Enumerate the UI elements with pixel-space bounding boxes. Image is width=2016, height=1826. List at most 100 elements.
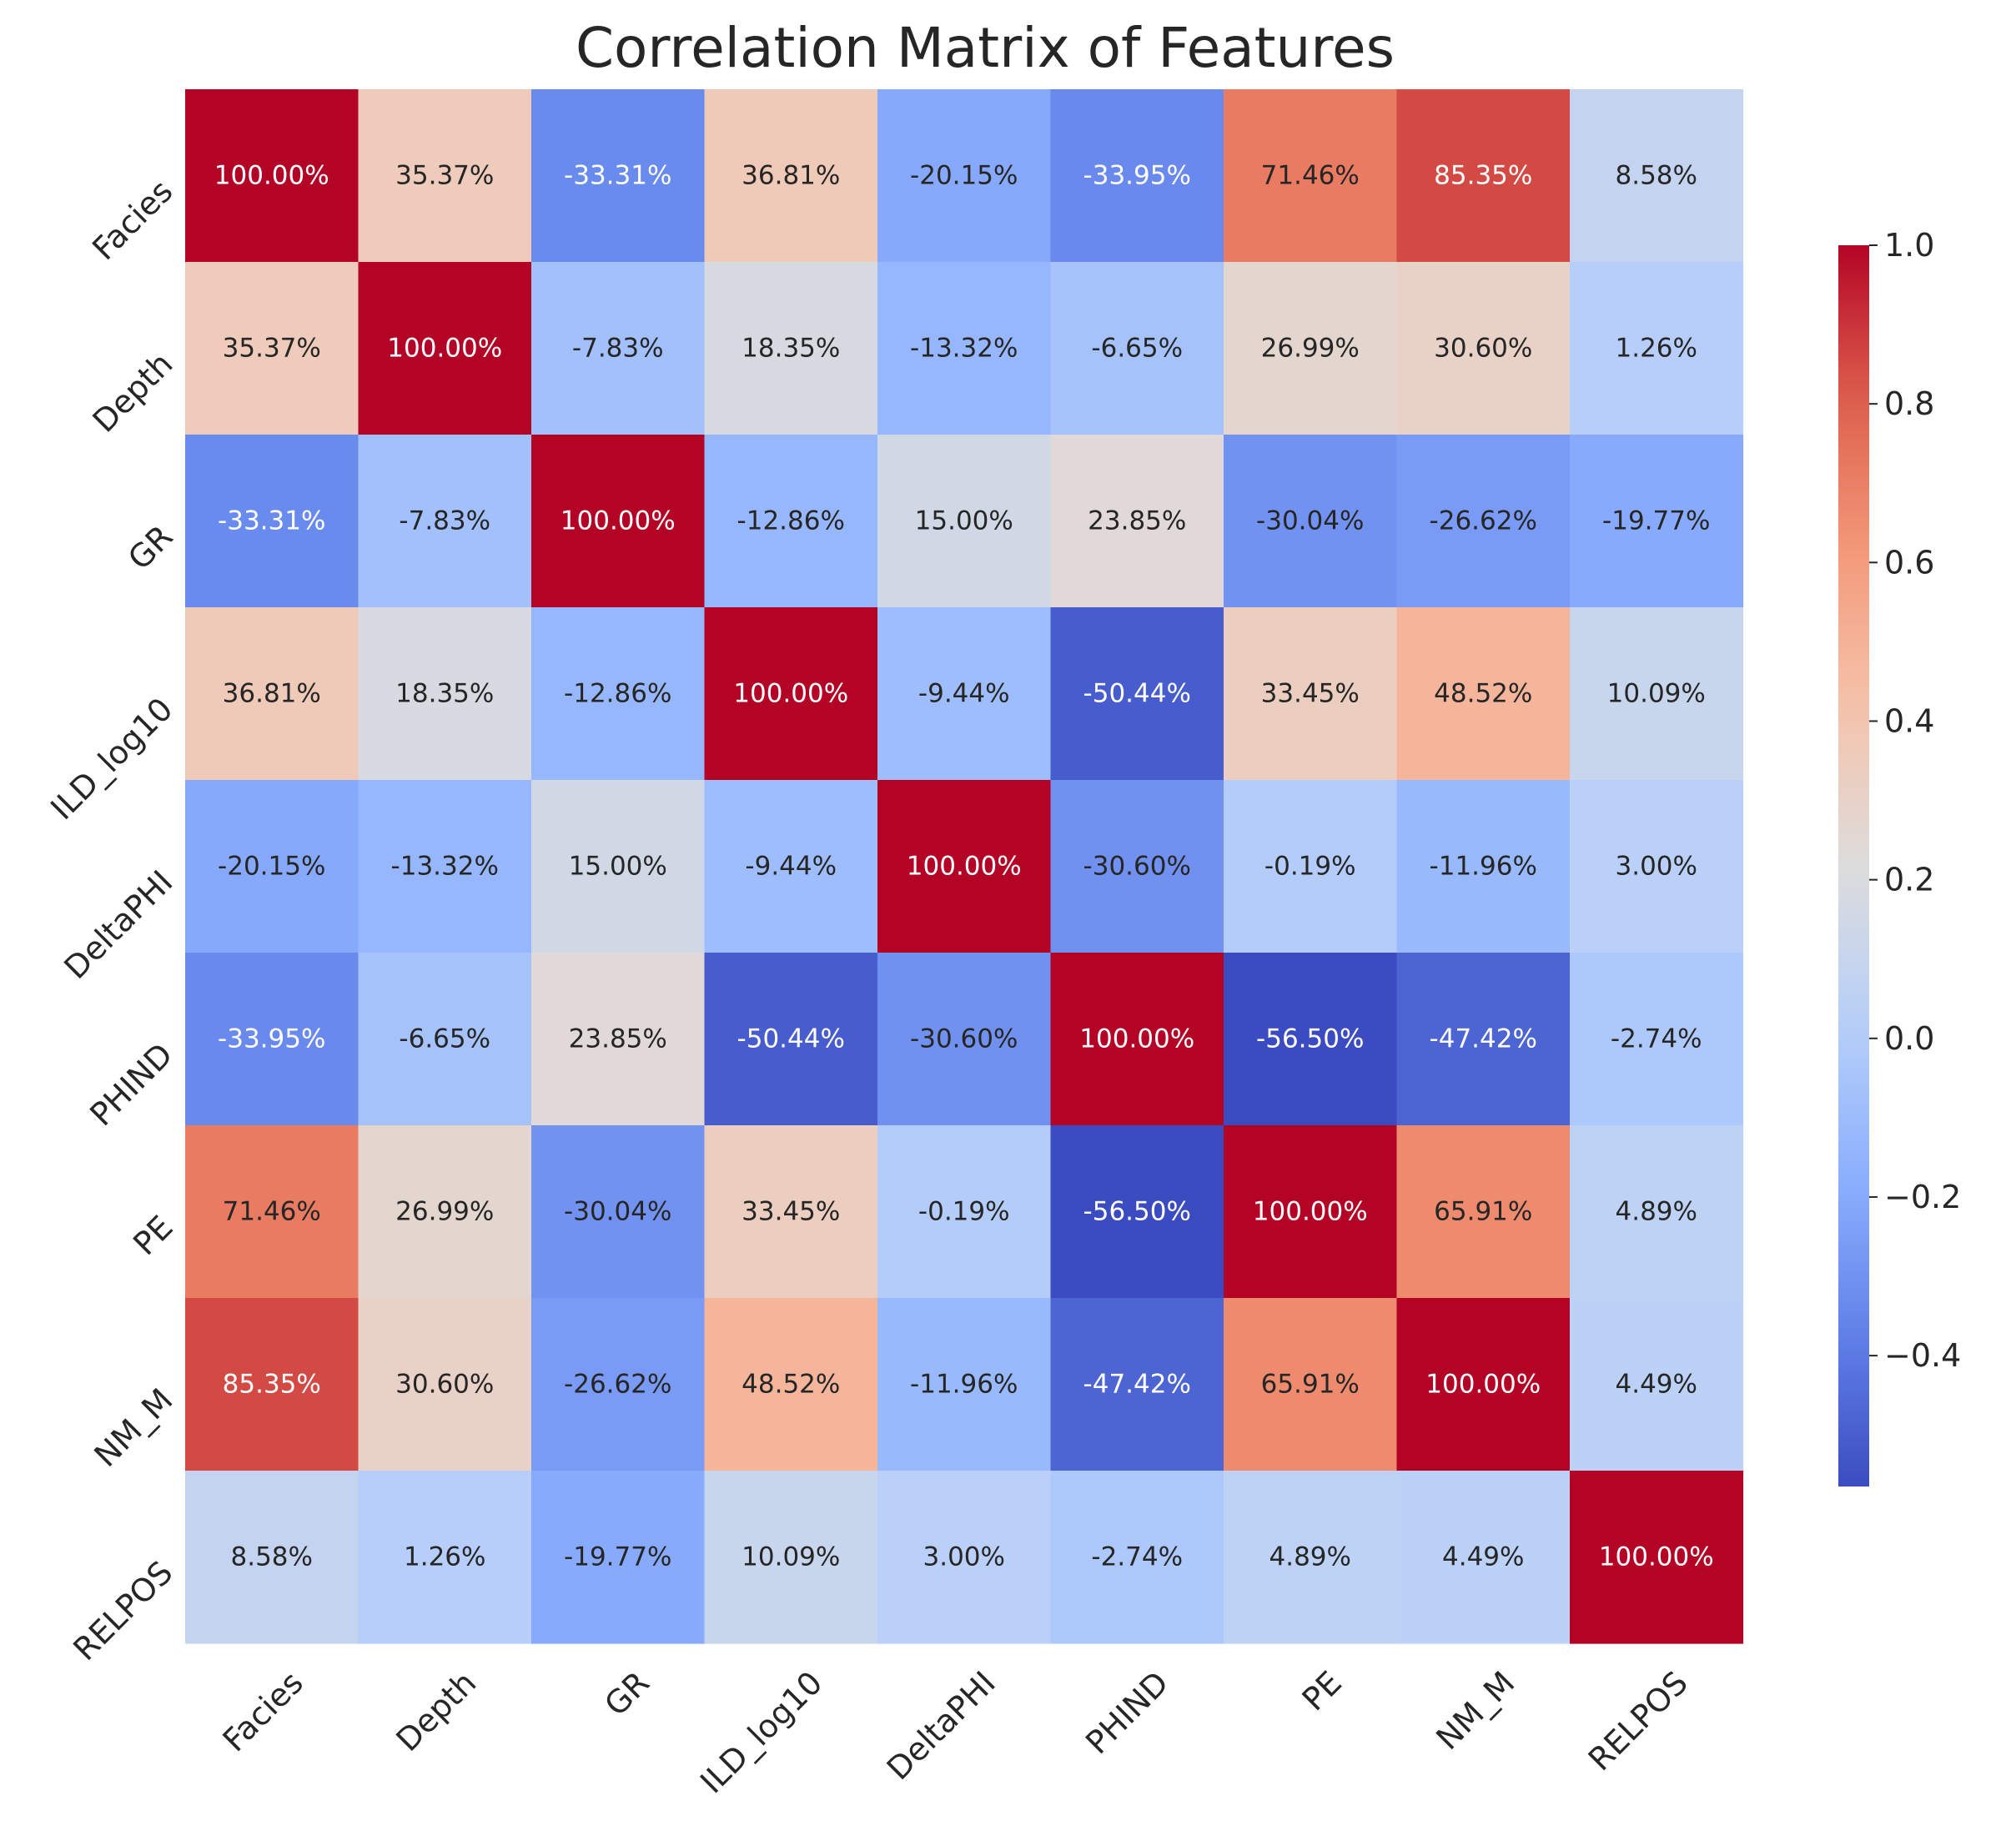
heatmap-cell — [531, 1471, 706, 1644]
x-tick-label: Depth — [389, 1664, 483, 1758]
y-tick-label: RELPOS — [66, 1554, 179, 1668]
heatmap-cell-value: -33.95% — [218, 1024, 325, 1054]
y-tick-label: DeltaPHI — [57, 863, 179, 986]
heatmap-cell-value: 3.00% — [923, 1542, 1005, 1572]
heatmap-cell — [185, 89, 359, 263]
heatmap-cell — [1396, 1471, 1571, 1644]
heatmap-cell-value: 10.09% — [1607, 679, 1706, 709]
heatmap-cell-value: 8.58% — [231, 1542, 313, 1572]
heatmap-cell — [1570, 1125, 1744, 1299]
heatmap-cell-value: 10.09% — [742, 1542, 840, 1572]
heatmap-cell-value: -2.74% — [1611, 1024, 1702, 1054]
heatmap-cell — [1396, 89, 1571, 263]
heatmap-cell-value: -30.04% — [1256, 506, 1364, 536]
heatmap-cell-value: 26.99% — [1261, 334, 1360, 364]
colorbar-tick-label: 1.0 — [1884, 227, 1934, 264]
x-tick-label: ILD_log10 — [693, 1664, 829, 1800]
heatmap-cell — [1570, 607, 1744, 781]
heatmap-cell — [1570, 89, 1744, 263]
heatmap-cell-value: -30.04% — [564, 1197, 671, 1227]
heatmap-cell — [877, 1125, 1052, 1299]
heatmap-cell — [1224, 1125, 1398, 1299]
heatmap-cell — [877, 953, 1052, 1126]
heatmap-cell — [531, 607, 706, 781]
y-tick-label: ILD_log10 — [43, 691, 179, 827]
heatmap-cell-value: 33.45% — [1261, 679, 1360, 709]
y-tick-label: PE — [126, 1209, 179, 1262]
heatmap-cell-value: -7.83% — [572, 334, 664, 364]
heatmap-cell-value: 15.00% — [915, 506, 1013, 536]
heatmap-cell — [531, 89, 706, 263]
heatmap-cell-value: 100.00% — [1425, 1370, 1541, 1400]
heatmap-cell-value: 18.35% — [395, 679, 494, 709]
colorbar-tick-label: −0.4 — [1884, 1337, 1961, 1374]
heatmap-cell — [185, 953, 359, 1126]
heatmap-cell-labels: 100.00% 35.37% -33.31% 36.81% -20.15% -33.95%… — [214, 161, 1714, 1572]
heatmap-cell — [185, 607, 359, 781]
colorbar-tick-label: 0.8 — [1884, 385, 1934, 422]
heatmap-cell-value: -33.31% — [564, 161, 671, 191]
heatmap-cell — [1050, 262, 1224, 435]
heatmap-cell — [358, 262, 532, 435]
heatmap-cell-value: 100.00% — [561, 506, 676, 536]
heatmap-cell-value: 71.46% — [1261, 161, 1360, 191]
heatmap-cell-value: 4.49% — [1616, 1370, 1697, 1400]
heatmap-cell — [1050, 1298, 1224, 1471]
heatmap-cell — [704, 953, 878, 1126]
heatmap-cell-value: 71.46% — [223, 1197, 321, 1227]
heatmap-cell — [185, 435, 359, 608]
heatmap-cell — [358, 89, 532, 263]
heatmap-cell — [1050, 1471, 1224, 1644]
heatmap-cell-value: -9.44% — [918, 679, 1010, 709]
heatmap-cell — [1570, 1471, 1744, 1644]
heatmap-cell — [1224, 89, 1398, 263]
heatmap-cell-value: 4.49% — [1442, 1542, 1524, 1572]
colorbar-tick-label: −0.2 — [1884, 1179, 1961, 1215]
heatmap-cell — [185, 262, 359, 435]
heatmap-cell — [358, 1471, 532, 1644]
heatmap-cell-value: 1.26% — [1616, 334, 1697, 364]
heatmap-cell — [531, 1125, 706, 1299]
heatmap-cell-value: -26.62% — [1430, 506, 1537, 536]
heatmap-cell-value: -47.42% — [1083, 1370, 1191, 1400]
heatmap-cell-value: -12.86% — [737, 506, 845, 536]
heatmap-cell-value: -2.74% — [1091, 1542, 1183, 1572]
heatmap-cell-value: -19.77% — [1602, 506, 1710, 536]
heatmap-cell-value: 100.00% — [1599, 1542, 1714, 1572]
heatmap-cell — [1570, 1298, 1744, 1471]
heatmap-cell-value: 35.37% — [395, 161, 494, 191]
heatmap-cell — [531, 780, 706, 953]
heatmap-cell — [704, 435, 878, 608]
y-tick-label: PHIND — [83, 1036, 179, 1133]
heatmap-cell — [1050, 435, 1224, 608]
heatmap-cell — [531, 262, 706, 435]
heatmap-cell-value: 33.45% — [742, 1197, 840, 1227]
heatmap-cell — [185, 780, 359, 953]
heatmap-cell — [1224, 262, 1398, 435]
heatmap-cell — [531, 953, 706, 1126]
heatmap-cell-value: -9.44% — [745, 852, 837, 882]
heatmap-cell — [704, 780, 878, 953]
heatmap-cell — [358, 780, 532, 953]
heatmap-cell-value: -50.44% — [1083, 679, 1191, 709]
x-tick-label: GR — [597, 1664, 656, 1723]
heatmap-cell-value: -20.15% — [218, 852, 325, 882]
heatmap-cell-value: 65.91% — [1434, 1197, 1532, 1227]
heatmap-cell — [1224, 780, 1398, 953]
heatmap-cell-value: 36.81% — [223, 679, 321, 709]
x-tick-label: DeltaPHI — [880, 1664, 1003, 1787]
heatmap-cell — [1570, 435, 1744, 608]
heatmap-cell-value: -13.32% — [910, 334, 1018, 364]
heatmap-cell — [877, 435, 1052, 608]
heatmap-cells — [185, 89, 1744, 1644]
heatmap-cell — [1224, 1298, 1398, 1471]
heatmap-cell-value: -56.50% — [1256, 1024, 1364, 1054]
heatmap-cell — [1050, 780, 1224, 953]
heatmap-cell — [704, 262, 878, 435]
heatmap-cell-value: 36.81% — [742, 161, 840, 191]
heatmap-cell-value: 48.52% — [742, 1370, 840, 1400]
colorbar-tick-labels: 1.0 0.8 0.6 0.4 0.2 0.0 −0.2 −0.4 — [1869, 227, 1961, 1374]
heatmap-cell-value: -6.65% — [1091, 334, 1183, 364]
heatmap-cell-value: -7.83% — [399, 506, 490, 536]
